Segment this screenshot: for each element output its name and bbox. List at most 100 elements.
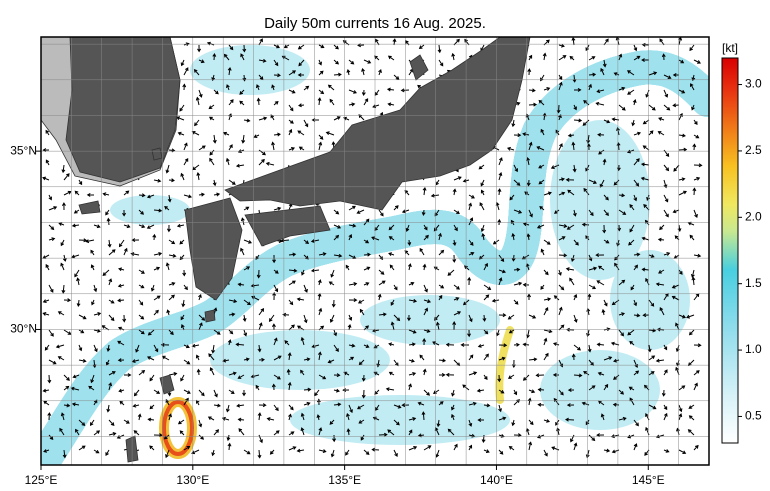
arrow xyxy=(540,128,545,136)
arrow xyxy=(63,173,70,181)
arrow xyxy=(467,329,472,338)
arrow xyxy=(257,412,262,421)
arrow xyxy=(61,202,66,211)
arrow xyxy=(183,389,191,394)
arrow xyxy=(71,254,80,259)
arrow xyxy=(618,329,624,337)
arrow xyxy=(633,299,638,307)
arrow xyxy=(663,252,671,256)
arrow xyxy=(468,371,478,376)
arrow xyxy=(693,382,698,391)
arrow xyxy=(571,141,576,151)
arrow xyxy=(297,72,304,77)
lon-tick-label: 125°E xyxy=(25,473,58,487)
arrow xyxy=(318,70,324,76)
arrow xyxy=(72,374,80,379)
arrow xyxy=(138,369,146,376)
arrow xyxy=(303,119,309,128)
arrow xyxy=(358,359,365,366)
arrow xyxy=(393,205,399,211)
arrow xyxy=(183,446,191,451)
arrow xyxy=(538,99,545,106)
arrow xyxy=(513,179,521,186)
arrow xyxy=(195,96,200,106)
arrow xyxy=(108,419,115,427)
arrow xyxy=(390,299,395,306)
arrow xyxy=(655,434,665,439)
arrow xyxy=(453,209,460,215)
arrow xyxy=(108,314,115,322)
arrow xyxy=(693,119,698,125)
arrow xyxy=(657,131,665,136)
arrow xyxy=(633,194,638,202)
lat-tick-label: 30°N xyxy=(10,322,37,336)
arrow xyxy=(363,218,370,226)
arrow xyxy=(221,416,230,421)
arrow xyxy=(595,253,605,258)
arrow xyxy=(348,89,357,94)
arrow xyxy=(223,131,230,136)
arrow xyxy=(513,299,519,305)
arrow xyxy=(243,206,250,211)
arrow xyxy=(300,427,305,436)
arrow xyxy=(193,68,200,76)
arrow xyxy=(333,329,338,337)
arrow xyxy=(558,224,568,228)
arrow xyxy=(587,293,592,301)
arrow xyxy=(558,74,563,81)
arrow xyxy=(674,235,680,241)
arrow xyxy=(537,402,545,407)
arrow xyxy=(48,194,52,201)
arrow xyxy=(602,59,607,68)
arrow xyxy=(238,428,245,436)
arrow xyxy=(119,400,125,406)
map-frame xyxy=(40,36,710,466)
arrow xyxy=(213,192,221,197)
arrow xyxy=(138,299,144,306)
arrow xyxy=(588,284,597,290)
arrow xyxy=(208,116,215,121)
arrow xyxy=(347,323,352,331)
arrow xyxy=(107,239,112,248)
arrow xyxy=(348,404,353,414)
arrow xyxy=(198,389,205,397)
arrow xyxy=(588,434,596,442)
arrow xyxy=(597,371,605,376)
arrow xyxy=(209,149,215,156)
arrow xyxy=(640,176,650,181)
arrow xyxy=(288,299,294,306)
arrow xyxy=(506,146,515,151)
arrow xyxy=(237,374,245,379)
arrow xyxy=(408,282,415,286)
arrow xyxy=(271,84,275,91)
arrow xyxy=(198,192,205,197)
arrow xyxy=(572,209,577,217)
arrow xyxy=(498,157,503,166)
arrow xyxy=(71,223,80,228)
arrow xyxy=(617,224,622,232)
arrow xyxy=(468,401,477,406)
lon-tick-label: 140°E xyxy=(480,473,513,487)
arrow xyxy=(149,374,155,382)
arrow xyxy=(328,281,335,286)
arrow xyxy=(78,419,86,426)
arrow xyxy=(693,343,702,348)
arrow xyxy=(597,132,605,137)
arrow xyxy=(268,314,275,322)
arrow xyxy=(658,117,665,121)
arrow xyxy=(405,224,410,232)
arrow xyxy=(507,374,515,379)
arrow xyxy=(536,146,545,151)
arrow xyxy=(583,99,590,106)
arrow xyxy=(356,209,365,214)
arrow xyxy=(287,381,292,391)
arrow xyxy=(633,44,638,52)
arrow xyxy=(102,269,110,276)
arrow xyxy=(356,404,365,410)
arrow xyxy=(435,449,440,458)
arrow xyxy=(558,324,565,331)
arrow xyxy=(209,157,215,166)
arrow xyxy=(522,342,530,347)
arrow xyxy=(498,389,505,394)
arrow xyxy=(408,372,417,376)
